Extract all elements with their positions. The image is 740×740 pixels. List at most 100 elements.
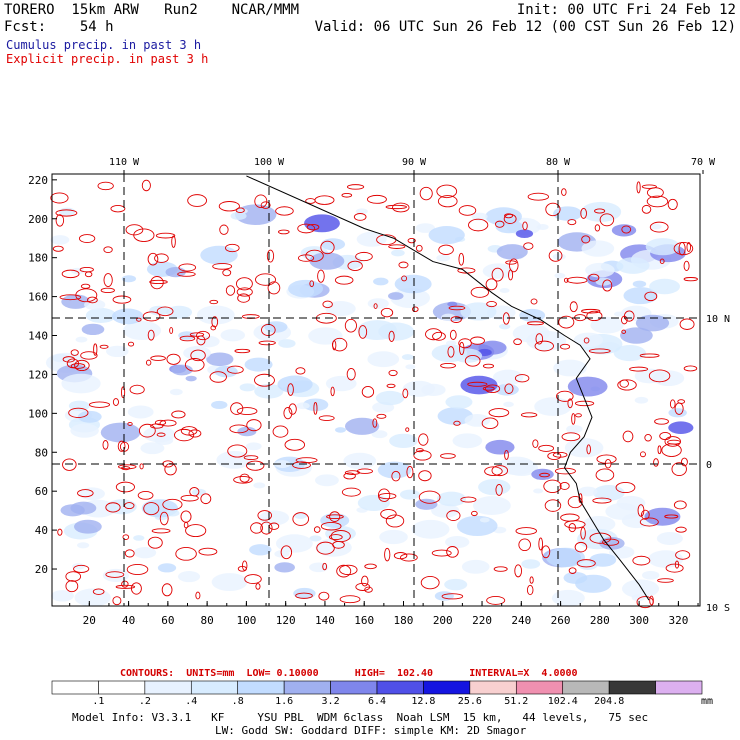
explicit-contour xyxy=(275,206,294,216)
explicit-contour xyxy=(482,386,495,391)
precip-cell xyxy=(623,287,658,305)
explicit-contour xyxy=(388,244,406,249)
precip-cell xyxy=(264,321,288,333)
precip-cell xyxy=(605,503,640,520)
explicit-contour xyxy=(320,522,342,531)
explicit-contour xyxy=(481,417,499,430)
explicit-contour xyxy=(674,402,684,415)
precip-cell xyxy=(394,274,432,294)
explicit-contour xyxy=(419,186,433,201)
explicit-contour xyxy=(538,444,555,452)
precip-cell xyxy=(464,414,491,427)
precip-cell xyxy=(196,305,235,325)
precip-cell xyxy=(343,452,377,470)
explicit-contour xyxy=(646,195,669,208)
precip-cell xyxy=(581,240,615,257)
explicit-contour xyxy=(266,249,275,263)
explicit-contour xyxy=(518,538,531,552)
explicit-contour xyxy=(211,316,219,328)
explicit-contour xyxy=(154,419,167,426)
precip-cell xyxy=(497,456,535,476)
precip-cell xyxy=(536,224,549,231)
precip-cell xyxy=(294,512,308,519)
precip-cell xyxy=(71,267,85,275)
precip-cell xyxy=(375,390,405,406)
y-tick-label: 200 xyxy=(28,213,48,226)
colorbar-swatch xyxy=(283,680,331,695)
explicit-contour xyxy=(166,353,181,365)
explicit-contour xyxy=(594,224,601,232)
explicit-contour xyxy=(378,492,397,500)
colorbar-level-label: 25.6 xyxy=(457,696,482,707)
precip-cell xyxy=(206,352,234,367)
explicit-contour xyxy=(482,363,495,369)
explicit-contour xyxy=(105,502,121,513)
precip-cell xyxy=(325,301,356,317)
explicit-contour xyxy=(124,549,135,558)
x-tick-label: 40 xyxy=(122,614,135,627)
explicit-contour xyxy=(361,385,375,398)
explicit-contour xyxy=(530,298,538,305)
explicit-contour xyxy=(130,582,142,595)
explicit-contour xyxy=(147,252,159,266)
explicit-contour xyxy=(183,521,189,529)
precip-cell xyxy=(616,257,650,274)
explicit-contour xyxy=(491,465,509,477)
precip-cell xyxy=(445,340,457,346)
explicit-contour xyxy=(255,273,276,286)
precip-cell xyxy=(169,388,183,396)
explicit-contour xyxy=(484,466,503,477)
header-forecast: Fcst: 54 h xyxy=(4,19,114,35)
explicit-contour xyxy=(393,552,408,560)
precip-cell xyxy=(74,588,111,607)
precip-cell xyxy=(503,401,514,407)
precip-cell xyxy=(61,373,101,394)
explicit-contour xyxy=(495,220,505,228)
precip-cell xyxy=(367,351,400,368)
explicit-contour xyxy=(334,275,354,285)
precip-cell xyxy=(496,244,528,260)
explicit-contour xyxy=(586,310,603,322)
explicit-contour xyxy=(341,192,353,198)
explicit-contour xyxy=(115,584,136,589)
explicit-contour xyxy=(154,253,169,264)
precip-cell xyxy=(485,207,522,226)
precip-cell xyxy=(668,421,694,435)
explicit-contour xyxy=(339,564,358,576)
explicit-contour xyxy=(178,263,197,272)
colorbar-swatch xyxy=(376,680,424,695)
precip-cell xyxy=(590,316,624,334)
precip-cell xyxy=(304,214,340,233)
precip-cell xyxy=(453,348,483,363)
explicit-contour xyxy=(669,399,676,409)
precip-cell xyxy=(177,571,201,583)
explicit-contour xyxy=(386,383,396,389)
precip-cell xyxy=(635,314,670,332)
explicit-contour xyxy=(121,386,126,399)
y-tick-label: 20 xyxy=(35,563,48,576)
precip-cell xyxy=(274,550,290,558)
precip-cell xyxy=(456,515,498,537)
explicit-contour xyxy=(347,260,363,271)
explicit-contour xyxy=(578,493,583,504)
explicit-contour xyxy=(495,483,503,496)
explicit-contour xyxy=(147,536,163,549)
precip-cell xyxy=(79,487,105,501)
explicit-contour xyxy=(344,470,361,475)
explicit-contour xyxy=(164,463,177,476)
colorbar-swatch xyxy=(423,680,471,695)
explicit-contour xyxy=(313,526,321,533)
x-tick-label: 320 xyxy=(668,614,688,627)
precip-cell xyxy=(274,460,291,469)
explicit-contour xyxy=(309,280,315,288)
explicit-contour xyxy=(493,566,508,572)
explicit-contour xyxy=(292,512,310,526)
precip-cell xyxy=(567,376,608,397)
explicit-contour xyxy=(514,564,523,578)
explicit-contour xyxy=(617,379,637,391)
footer-physics: LW: Godd SW: Goddard DIFF: simple KM: 2D… xyxy=(215,724,527,737)
explicit-contour xyxy=(162,498,183,511)
explicit-contour xyxy=(346,184,365,190)
precip-cell xyxy=(143,426,176,443)
y-tick-label: 60 xyxy=(35,485,48,498)
